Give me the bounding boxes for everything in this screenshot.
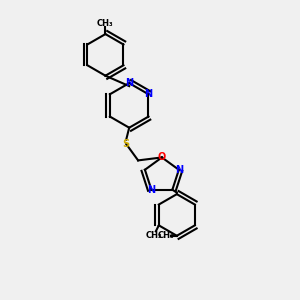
Text: N: N: [147, 185, 155, 195]
Text: CH₃: CH₃: [158, 231, 175, 240]
Text: S: S: [123, 139, 130, 149]
Text: CH₃: CH₃: [146, 231, 163, 240]
Text: O: O: [158, 152, 166, 162]
Text: CH₃: CH₃: [97, 19, 114, 28]
Text: N: N: [175, 165, 183, 175]
Text: N: N: [125, 78, 133, 88]
Text: N: N: [144, 89, 153, 99]
